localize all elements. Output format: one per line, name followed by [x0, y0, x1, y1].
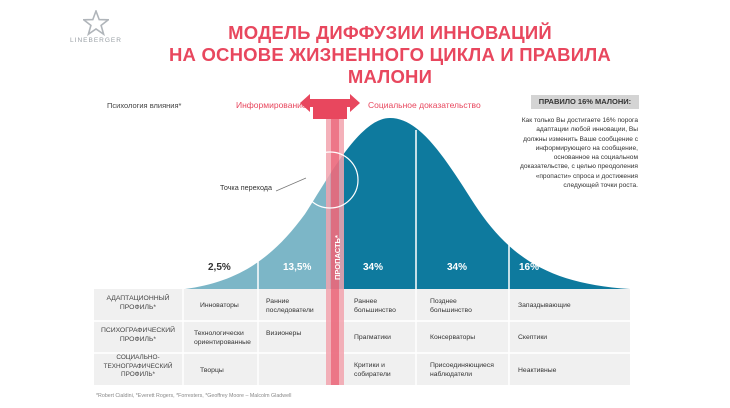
table-cell: Раннее большинство — [354, 298, 396, 314]
segment-percent-innovators: 2,5% — [208, 262, 231, 273]
informing-label: Информирование — [236, 100, 307, 110]
title-line-2: НА ОСНОВЕ ЖИЗНЕННОГО ЦИКЛА И ПРАВИЛА МАЛ… — [169, 44, 611, 87]
bell-curve-early — [185, 174, 330, 289]
segment-percent-late-majority: 34% — [447, 262, 468, 273]
segment-percent-early-majority: 34% — [363, 262, 384, 273]
arrow-bar — [313, 107, 347, 119]
segment-percent-laggards: 16% — [519, 262, 540, 273]
logo-name: LINEBERGER — [70, 37, 122, 44]
chasm-stripe-core — [331, 118, 339, 385]
double-arrow — [300, 94, 360, 112]
table-cell: Ранние последователи — [266, 298, 314, 314]
row-label-psychographic-profile: ПСИХОГРАФИЧЕСКИЙ ПРОФИЛЬ* — [100, 327, 176, 343]
star-icon — [83, 10, 109, 36]
footnote: *Robert Cialdini, *Everett Rogers, *Forr… — [96, 393, 292, 399]
transition-point-label: Точка перехода — [220, 183, 272, 192]
logo: LINEBERGER — [70, 10, 122, 56]
table-cell: Творцы — [200, 367, 224, 374]
influence-label: Психология влияния* — [107, 101, 182, 110]
table-cell: Визионеры — [266, 330, 302, 337]
row-label-adoption-profile: АДАПТАЦИОННЫЙ ПРОФИЛЬ* — [106, 295, 170, 311]
table-cell: Присоединяющиеся наблюдатели — [430, 362, 494, 378]
row-label-social-technographic-profile: СОЦИАЛЬНО-ТЕХНОГРАФИЧЕСКИЙ ПРОФИЛЬ* — [103, 354, 173, 378]
social-proof-label: Социальное доказательство — [368, 100, 481, 110]
malone-rule-text: Как только Вы достигаете 16% порога адап… — [520, 117, 638, 190]
title-line-1: МОДЕЛЬ ДИФФУЗИИ ИННОВАЦИЙ — [228, 22, 552, 43]
table-cell: Прагматики — [354, 334, 391, 341]
gap-label: ПРОПАСТЬ* — [333, 235, 342, 280]
table-cell: Критики и собиратели — [354, 362, 391, 378]
table-cell: Неактивные — [518, 367, 557, 374]
bell-curve-majority — [330, 118, 630, 289]
transition-leader — [275, 177, 307, 192]
table-cell: Позднее большинство — [430, 298, 472, 314]
page-title: МОДЕЛЬ ДИФФУЗИИ ИННОВАЦИЙ НА ОСНОВЕ ЖИЗН… — [130, 22, 650, 88]
table-cell: Консерваторы — [430, 334, 476, 341]
table-cell: Технологически ориентированные — [194, 330, 251, 346]
table-cell: Инноваторы — [200, 302, 239, 309]
malone-rule-header: ПРАВИЛО 16% МАЛОНИ: — [531, 95, 639, 109]
table-cell: Скептики — [518, 334, 548, 341]
table-cell: Запаздывающие — [518, 302, 571, 309]
segment-percent-early-adopters: 13,5% — [283, 262, 312, 273]
